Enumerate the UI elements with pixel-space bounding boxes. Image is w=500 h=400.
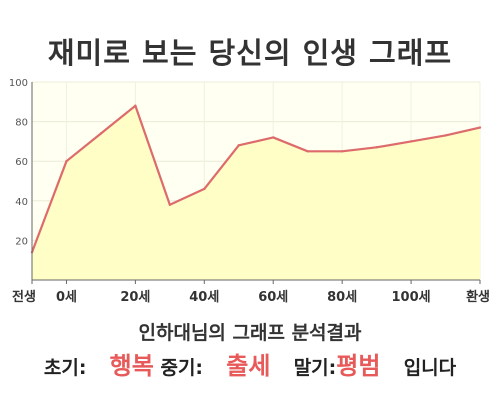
data-point [237,144,240,147]
data-point [272,136,275,139]
early-value: 행복 [109,352,154,380]
y-tick-label: 40 [15,197,28,208]
late-label: 말기: [293,357,337,379]
late-value: 평범 [336,352,381,380]
x-tick-label: 40세 [189,290,219,305]
x-tick-label: 전생 [12,289,36,305]
data-point [168,203,172,206]
chart-title: 재미로 보는 당신의 인생 그래프 [47,36,453,70]
data-point [134,104,137,107]
series-line [30,104,481,253]
analysis-result: 초기: 행복 중기: 출세 말기:평범 입니다 [0,346,500,381]
data-point [375,146,378,149]
middle-label: 중기: [160,357,204,379]
data-point [444,134,447,137]
data-point [65,160,68,163]
x-tick-label: 80세 [327,290,357,305]
y-tick-label: 80 [15,118,28,129]
early-label: 초기: [43,357,87,379]
analysis-title: 인하대님의 그래프 분석결과 [138,322,362,344]
x-tick-label: 60세 [258,290,288,305]
data-point [99,132,103,135]
x-tick-label: 20세 [120,290,150,305]
data-point [203,187,206,191]
data-point [340,150,344,153]
x-tick-label: 0세 [56,290,77,305]
data-point [478,126,482,129]
result-suffix: 입니다 [403,357,457,379]
x-tick-label: 100세 [392,290,431,305]
y-tick-label: 60 [15,157,28,168]
y-tick-label: 100 [9,78,28,89]
y-tick-label: 20 [15,236,28,247]
data-point [306,150,309,153]
middle-value: 출세 [226,352,271,380]
data-point [409,140,413,143]
x-tick-label: 환생 [466,289,490,305]
